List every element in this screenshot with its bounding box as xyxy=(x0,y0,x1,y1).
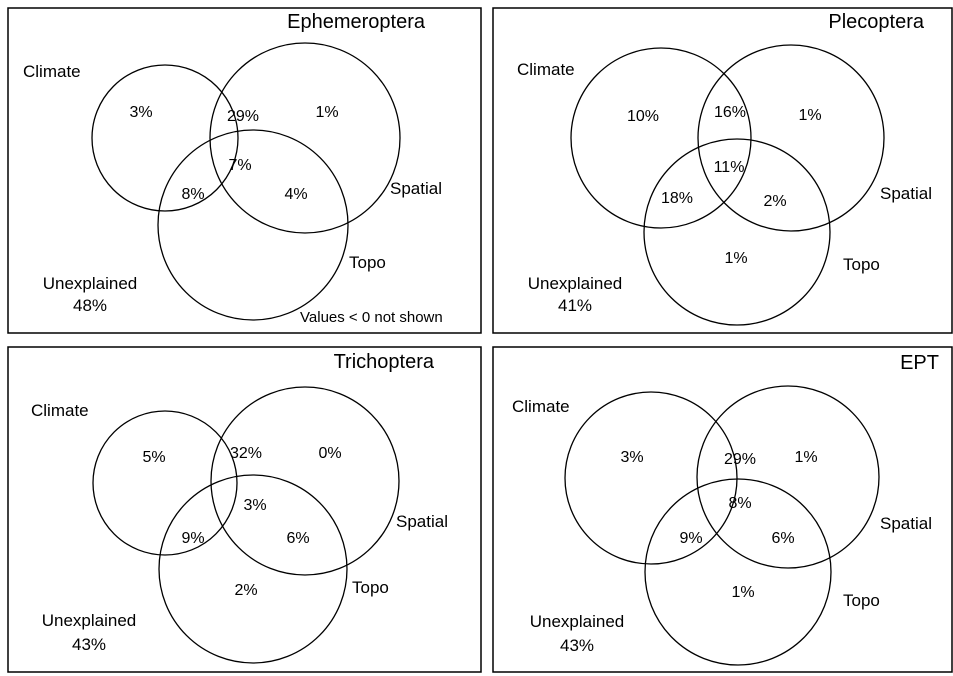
panel-title: Trichoptera xyxy=(334,351,435,373)
unexplained-value: 43% xyxy=(72,635,106,654)
region-spatial-topo: 2% xyxy=(763,193,786,210)
unexplained-value: 43% xyxy=(560,636,594,655)
topo-label: Topo xyxy=(352,578,389,597)
topo-label: Topo xyxy=(349,253,386,272)
spatial-label: Spatial xyxy=(396,512,448,531)
panel-frame xyxy=(492,346,953,673)
region-topo-only: 2% xyxy=(234,582,257,599)
region-spatial-only: 0% xyxy=(318,445,341,462)
region-all-three: 11% xyxy=(714,159,745,176)
climate-label: Climate xyxy=(31,401,89,420)
panel-frame xyxy=(7,7,482,334)
unexplained-value: 48% xyxy=(73,296,107,315)
region-climate-spatial: 32% xyxy=(230,445,262,462)
region-spatial-topo: 6% xyxy=(286,530,309,547)
region-spatial-topo: 6% xyxy=(771,530,794,547)
region-climate-only: 5% xyxy=(142,449,165,466)
spatial-circle xyxy=(209,42,401,234)
region-spatial-topo: 4% xyxy=(284,186,307,203)
panel-frame xyxy=(7,346,482,673)
region-climate-only: 3% xyxy=(620,449,643,466)
region-topo-only: 1% xyxy=(731,584,754,601)
panel-ephemeroptera: Ephemeroptera Climate Spatial Topo Unexp… xyxy=(7,7,482,334)
region-climate-only: 10% xyxy=(627,108,659,125)
spatial-circle xyxy=(697,44,885,232)
panel-title: Ephemeroptera xyxy=(287,11,426,33)
panel-ept: EPT Climate Spatial Topo Unexplained 43%… xyxy=(492,346,953,673)
topo-circle xyxy=(158,474,348,664)
climate-circle xyxy=(92,410,238,556)
region-climate-topo: 8% xyxy=(181,186,204,203)
panel-title: Plecoptera xyxy=(828,11,924,33)
topo-label: Topo xyxy=(843,255,880,274)
note-text: Values < 0 not shown xyxy=(300,309,443,326)
region-all-three: 3% xyxy=(243,497,266,514)
region-spatial-only: 1% xyxy=(794,449,817,466)
spatial-label: Spatial xyxy=(390,179,442,198)
region-spatial-only: 1% xyxy=(315,104,338,121)
spatial-circle xyxy=(210,386,400,576)
panel-plecoptera: Plecoptera Climate Spatial Topo Unexplai… xyxy=(492,7,953,334)
unexplained-label: Unexplained xyxy=(43,274,138,293)
topo-circle xyxy=(643,138,831,326)
climate-circle xyxy=(564,391,738,565)
region-climate-topo: 9% xyxy=(181,530,204,547)
panel-title: EPT xyxy=(900,352,939,374)
region-climate-spatial: 29% xyxy=(227,108,259,125)
region-spatial-only: 1% xyxy=(798,107,821,124)
spatial-circle xyxy=(696,385,880,569)
unexplained-label: Unexplained xyxy=(528,274,623,293)
topo-circle xyxy=(157,129,349,321)
unexplained-label: Unexplained xyxy=(42,611,137,630)
panel-trichoptera: Trichoptera Climate Spatial Topo Unexpla… xyxy=(7,346,482,673)
climate-label: Climate xyxy=(512,397,570,416)
unexplained-label: Unexplained xyxy=(530,612,625,631)
region-all-three: 7% xyxy=(228,157,251,174)
region-climate-spatial: 29% xyxy=(724,451,756,468)
region-topo-only: 1% xyxy=(724,250,747,267)
topo-circle xyxy=(644,478,832,666)
panel-frame xyxy=(492,7,953,334)
climate-circle xyxy=(570,47,752,229)
topo-label: Topo xyxy=(843,591,880,610)
region-climate-only: 3% xyxy=(129,104,152,121)
region-climate-topo: 18% xyxy=(661,190,693,207)
climate-label: Climate xyxy=(23,62,81,81)
unexplained-value: 41% xyxy=(558,296,592,315)
spatial-label: Spatial xyxy=(880,184,932,203)
climate-circle xyxy=(91,64,239,212)
region-climate-spatial: 16% xyxy=(714,104,746,121)
climate-label: Climate xyxy=(517,60,575,79)
region-climate-topo: 9% xyxy=(679,530,702,547)
spatial-label: Spatial xyxy=(880,514,932,533)
region-all-three: 8% xyxy=(728,495,751,512)
